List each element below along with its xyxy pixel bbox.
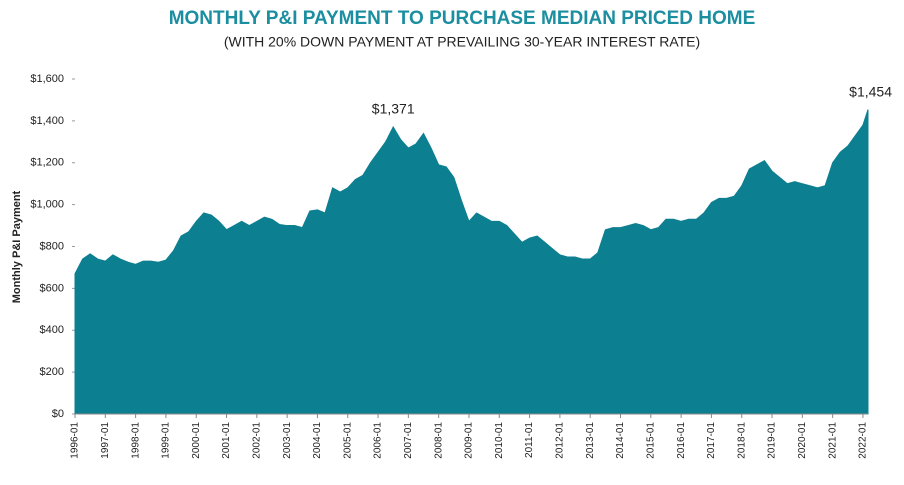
x-tick-label: 1999-01 [161,422,172,459]
y-tick-label: $1,600 [30,73,64,85]
x-tick-label: 2007-01 [403,422,414,459]
y-tick-label: $200 [40,366,64,378]
x-tick-label: 2003-01 [282,422,293,459]
x-tick-label: 2010-01 [494,422,505,459]
area [74,109,869,415]
x-tick-label: 2000-01 [191,422,202,459]
x-tick-label: 2013-01 [585,422,596,459]
x-tick-label: 2011-01 [524,422,535,458]
x-tick-label: 1998-01 [130,422,141,459]
y-tick-label: $400 [40,324,64,336]
y-tick-label: $1,200 [30,157,64,169]
chart-subtitle: (WITH 20% DOWN PAYMENT AT PREVAILING 30-… [224,34,700,50]
y-tick-label: $600 [40,282,64,294]
x-tick-label: 2020-01 [797,422,808,459]
y-tick-label: $1,400 [30,115,64,127]
x-tick-label: 2017-01 [706,422,717,459]
annotation: $1,454 [849,83,892,99]
x-tick-label: 2016-01 [676,422,687,459]
x-tick-label: 2021-01 [827,422,838,459]
x-tick-label: 2008-01 [433,422,444,459]
x-tick-label: 2006-01 [373,422,384,459]
x-tick-label: 2004-01 [312,422,323,459]
y-axis-label: Monthly P&I Payment [11,190,23,303]
x-tick-label: 2005-01 [342,422,353,459]
x-tick-label: 2019-01 [767,422,778,459]
annotation: $1,371 [372,101,415,117]
y-tick-label: $0 [52,408,64,420]
x-tick-label: 2002-01 [251,422,262,459]
x-tick-label: 2014-01 [615,422,626,459]
x-tick-label: 2009-01 [464,422,475,459]
x-tick-label: 2012-01 [555,422,566,459]
chart-title: MONTHLY P&I PAYMENT TO PURCHASE MEDIAN P… [169,8,756,29]
x-tick-label: 1997-01 [100,422,111,459]
x-tick-label: 2015-01 [645,422,656,459]
x-tick-label: 2022-01 [858,422,869,459]
y-tick-label: $800 [40,240,64,252]
x-tick-label: 2001-01 [221,422,232,459]
x-tick-label: 1996-01 [70,422,81,459]
y-tick-label: $1,000 [30,199,64,211]
x-tick-label: 2018-01 [736,422,747,459]
